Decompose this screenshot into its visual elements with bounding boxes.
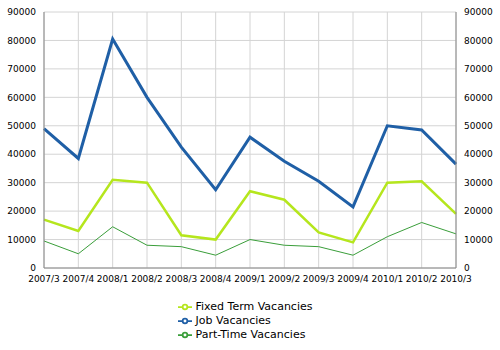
svg-text:2010/3: 2010/3 [440,274,472,284]
svg-text:90000: 90000 [464,7,493,17]
svg-text:30000: 30000 [7,178,36,188]
svg-text:2007/3: 2007/3 [28,274,60,284]
svg-text:2008/1: 2008/1 [97,274,129,284]
svg-text:10000: 10000 [7,235,36,245]
svg-text:50000: 50000 [464,121,493,131]
svg-text:80000: 80000 [7,36,36,46]
svg-text:2009/4: 2009/4 [337,274,369,284]
svg-text:50000: 50000 [7,121,36,131]
svg-text:40000: 40000 [464,149,493,159]
svg-text:60000: 60000 [464,93,493,103]
svg-text:40000: 40000 [7,149,36,159]
svg-text:2008/4: 2008/4 [200,274,232,284]
svg-text:70000: 70000 [464,64,493,74]
svg-text:2010/1: 2010/1 [371,274,403,284]
svg-text:30000: 30000 [464,178,493,188]
svg-text:2007/4: 2007/4 [62,274,94,284]
html-text:Part-Time Vacancies: Part-Time Vacancies [195,328,306,341]
svg-text:2009/3: 2009/3 [303,274,335,284]
svg-text:2008/3: 2008/3 [165,274,197,284]
svg-text:20000: 20000 [464,206,493,216]
svg-text:90000: 90000 [7,7,36,17]
svg-text:80000: 80000 [464,36,493,46]
svg-text:2008/2: 2008/2 [131,274,163,284]
svg-text:2009/1: 2009/1 [234,274,266,284]
svg-text:70000: 70000 [7,64,36,74]
svg-text:20000: 20000 [7,206,36,216]
html-text:Fixed Term Vacancies: Fixed Term Vacancies [195,300,313,313]
html-text:Job Vacancies: Job Vacancies [195,314,271,327]
svg-text:10000: 10000 [464,235,493,245]
svg-text:2009/2: 2009/2 [268,274,300,284]
svg-text:60000: 60000 [7,93,36,103]
svg-text:0: 0 [30,263,36,273]
svg-text:2010/2: 2010/2 [406,274,438,284]
svg-text:0: 0 [464,263,470,273]
